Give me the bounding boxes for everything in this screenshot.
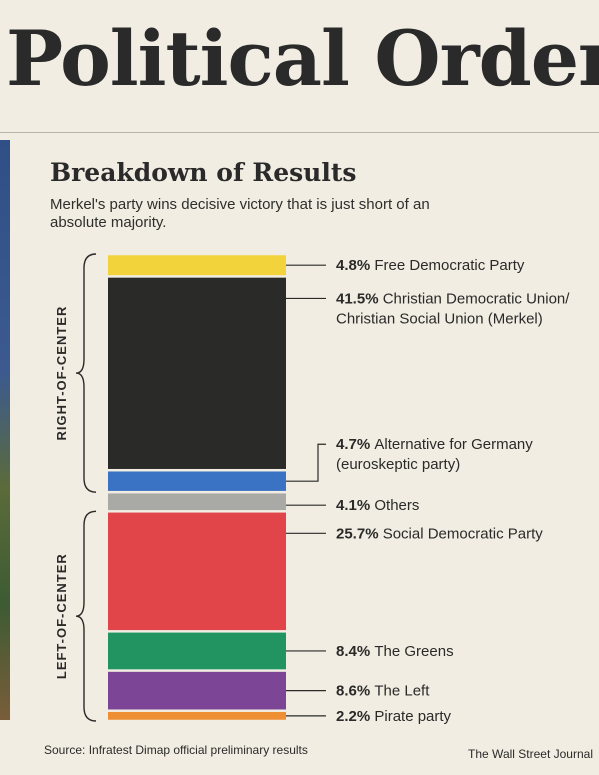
chart-title: Breakdown of Results	[50, 158, 357, 187]
bar-segment-the-greens	[108, 632, 286, 670]
headline: Political Order	[6, 14, 599, 103]
left-of-center-bracket	[75, 510, 97, 722]
leader-line	[286, 443, 326, 482]
segment-label: 4.8% Free Democratic Party	[336, 257, 525, 274]
background-photo-edge	[0, 140, 10, 720]
bar-segment-christian-democratic-union-christian-social-union-merkel	[108, 277, 286, 469]
segment-label: 8.4% The Greens	[336, 643, 454, 660]
left-of-center-label: LEFT-OF-CENTER	[54, 553, 69, 679]
segment-label: 41.5% Christian Democratic Union/Christi…	[336, 290, 570, 327]
segment-label: 2.2% Pirate party	[336, 708, 452, 725]
chart-subtitle: Merkel's party wins decisive victory tha…	[50, 196, 430, 231]
bar-segment-free-democratic-party	[108, 255, 286, 276]
source-note: Source: Infratest Dimap official prelimi…	[44, 743, 308, 757]
bar-segment-alternative-for-germany-euroskeptic-party	[108, 471, 286, 491]
bar-segment-pirate-party	[108, 711, 286, 720]
bar-segment-the-left	[108, 671, 286, 710]
publication-credit: The Wall Street Journal	[468, 747, 593, 761]
divider	[0, 132, 599, 133]
right-of-center-bracket	[75, 253, 97, 493]
segment-label: 4.1% Others	[336, 497, 419, 514]
bar-segment-others	[108, 493, 286, 511]
segment-label: 4.7% Alternative for Germany (euroskeptic…	[336, 436, 533, 473]
right-of-center-label: RIGHT-OF-CENTER	[54, 306, 69, 441]
bar-segment-social-democratic-party	[108, 512, 286, 631]
segment-label: 8.6% The Left	[336, 683, 430, 700]
segment-label: 25.7% Social Democratic Party	[336, 525, 543, 542]
